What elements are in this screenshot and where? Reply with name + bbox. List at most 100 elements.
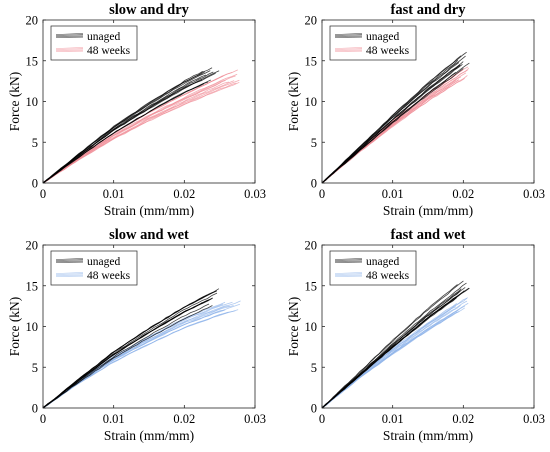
- legend-line: [55, 274, 84, 276]
- legend-line: [334, 273, 363, 275]
- y-tick-label: 20: [305, 14, 318, 28]
- legend-line: [334, 274, 363, 276]
- x-tick-label: 0.02: [173, 412, 195, 426]
- legend-swatch: [334, 272, 363, 277]
- y-tick-label: 10: [305, 95, 318, 109]
- legend-label: 48 weeks: [366, 270, 410, 282]
- legend-box: [50, 25, 138, 61]
- legend-line: [334, 49, 363, 51]
- legend-line: [334, 34, 363, 36]
- legend-label: 48 weeks: [87, 45, 131, 57]
- legend-line: [55, 48, 84, 50]
- legend-box: [329, 250, 417, 286]
- trace-line: [43, 80, 235, 183]
- y-tick-label: 15: [26, 54, 39, 68]
- chart-panel-1: 0 0.01 0.02 0.03 0 5 10 15 20 slow and dry Strain …: [7, 2, 266, 218]
- legend-swatch: [55, 33, 84, 38]
- y-tick-label: 0: [32, 177, 38, 191]
- x-tick-label: 0: [319, 412, 325, 426]
- y-tick-label: 0: [311, 177, 317, 191]
- trace-line: [322, 280, 464, 408]
- legend-line: [55, 47, 84, 49]
- y-tick-label: 10: [26, 320, 39, 334]
- legend-line: [55, 35, 84, 37]
- x-tick-label: 0.02: [452, 187, 474, 201]
- trace-line: [322, 62, 470, 183]
- x-tick-label: 0.01: [103, 412, 125, 426]
- y-axis-label: Force (kN): [7, 72, 22, 132]
- legend-line: [334, 48, 363, 50]
- series-unaged: [322, 51, 470, 183]
- legend-label: 48 weeks: [87, 270, 131, 282]
- x-tick-label: 0.01: [382, 412, 404, 426]
- y-tick-label: 5: [32, 361, 38, 375]
- y-tick-label: 5: [32, 136, 38, 150]
- chart-title: fast and wet: [391, 227, 466, 243]
- chart-panel-4: 0 0.01 0.02 0.03 0 5 10 15 20 fast and wet Strain …: [286, 227, 545, 443]
- legend-line: [55, 49, 84, 51]
- y-tick-label: 15: [305, 279, 318, 293]
- legend-line: [55, 273, 84, 275]
- y-tick-label: 20: [305, 239, 318, 253]
- trace-line: [322, 55, 462, 183]
- x-tick-label: 0.03: [244, 187, 266, 201]
- x-axis-label: Strain (mm/mm): [383, 428, 473, 443]
- trace-line: [43, 309, 239, 408]
- x-axis-label: Strain (mm/mm): [383, 203, 473, 218]
- legend-label: unaged: [366, 31, 399, 43]
- legend-line: [55, 272, 84, 274]
- y-axis-label: Force (kN): [7, 297, 22, 357]
- y-tick-label: 10: [305, 320, 318, 334]
- x-tick-label: 0: [319, 187, 325, 201]
- legend-swatch: [55, 272, 84, 277]
- legend-line: [334, 35, 363, 37]
- y-tick-label: 5: [311, 136, 317, 150]
- series-unaged: [43, 288, 220, 408]
- y-tick-label: 0: [311, 402, 317, 416]
- y-tick-label: 20: [26, 14, 39, 28]
- y-tick-label: 0: [32, 402, 38, 416]
- legend-line: [55, 260, 84, 262]
- y-tick-label: 20: [26, 239, 39, 253]
- chart-title: slow and dry: [109, 2, 190, 18]
- x-tick-label: 0.02: [173, 187, 195, 201]
- legend-label: unaged: [366, 256, 399, 268]
- x-tick-label: 0.03: [244, 412, 266, 426]
- legend: unaged 48 weeks: [329, 25, 417, 61]
- legend: unaged 48 weeks: [50, 25, 138, 61]
- legend-box: [329, 25, 417, 61]
- trace-line: [322, 302, 469, 408]
- legend-line: [55, 259, 84, 261]
- legend-swatch: [334, 33, 363, 38]
- trace-line: [43, 303, 210, 408]
- legend-swatch: [55, 47, 84, 52]
- chart-panel-2: 0 0.01 0.02 0.03 0 5 10 15 20 fast and dry Strain …: [286, 2, 545, 218]
- x-tick-label: 0: [40, 412, 46, 426]
- trace-line: [322, 311, 458, 408]
- legend-line: [334, 258, 363, 260]
- x-tick-label: 0: [40, 187, 46, 201]
- y-tick-label: 10: [26, 95, 39, 109]
- legend-line: [334, 260, 363, 262]
- x-tick-label: 0.01: [103, 187, 125, 201]
- legend-swatch: [334, 258, 363, 263]
- x-axis-label: Strain (mm/mm): [104, 203, 194, 218]
- legend-swatch: [334, 47, 363, 52]
- chart-title: slow and wet: [109, 227, 189, 243]
- trace-line: [322, 290, 461, 408]
- x-tick-label: 0.03: [523, 412, 545, 426]
- legend-line: [55, 258, 84, 260]
- legend-line: [55, 33, 84, 35]
- chart-panel-3: 0 0.01 0.02 0.03 0 5 10 15 20 slow and wet Strain …: [7, 227, 266, 443]
- legend-line: [334, 47, 363, 49]
- legend-box: [50, 250, 138, 286]
- legend-swatch: [55, 258, 84, 263]
- x-tick-label: 0.01: [382, 187, 404, 201]
- legend-label: 48 weeks: [366, 45, 410, 57]
- legend-line: [55, 34, 84, 36]
- legend: unaged 48 weeks: [50, 250, 138, 286]
- y-axis-label: Force (kN): [286, 72, 301, 132]
- series-unaged: [43, 67, 220, 183]
- legend-label: unaged: [87, 31, 120, 43]
- series-unaged: [322, 280, 470, 408]
